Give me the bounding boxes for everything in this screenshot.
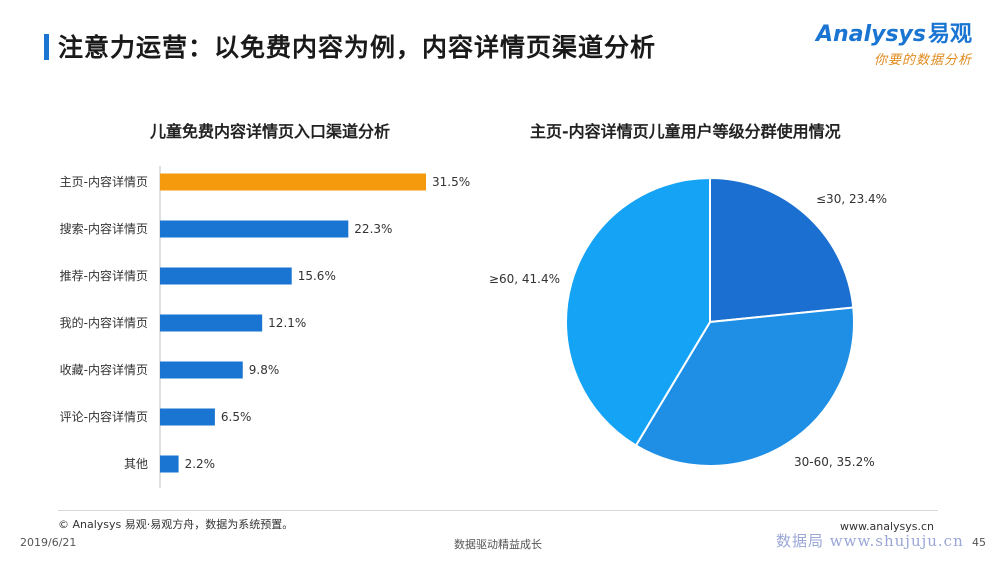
pie-slice-label: ≤30, 23.4% <box>816 192 887 206</box>
bar-chart-title: 儿童免费内容详情页入口渠道分析 <box>150 122 391 141</box>
bar <box>160 173 426 191</box>
pie-slice <box>565 176 711 447</box>
bar-value-label: 22.3% <box>354 222 392 236</box>
brand-logo: Analysys易观 你要的数据分析 <box>816 16 972 68</box>
bar-category-label: 其他 <box>124 457 148 471</box>
footer-divider <box>58 510 938 511</box>
watermark-stamp: 数据局 www.shujuju.cn <box>776 532 964 550</box>
bar <box>160 220 349 238</box>
footer-website: www.analysys.cn <box>840 520 934 533</box>
brand-slogan: 你要的数据分析 <box>873 53 972 68</box>
bar <box>160 455 179 473</box>
bar-value-label: 2.2% <box>185 457 216 471</box>
bar-category-label: 我的-内容详情页 <box>60 315 148 330</box>
bar-value-label: 15.6% <box>298 269 336 283</box>
bar <box>160 314 263 332</box>
brand-name-cn: 易观 <box>927 22 972 47</box>
bar-category-label: 推荐-内容详情页 <box>60 268 148 283</box>
footer-slogan: 数据驱动精益成长 <box>454 538 542 551</box>
pie-slice <box>709 176 855 324</box>
pie-slice-label: ≥60, 41.4% <box>489 272 560 286</box>
bar-category-label: 收藏-内容详情页 <box>60 362 148 377</box>
page-title: 注意力运营：以免费内容为例，内容详情页渠道分析 <box>58 33 657 62</box>
bar-category-label: 搜索-内容详情页 <box>60 221 148 236</box>
bar-value-label: 31.5% <box>432 175 470 189</box>
title-accent-bar <box>44 34 49 60</box>
pie-chart-title: 主页-内容详情页儿童用户等级分群使用情况 <box>530 122 841 141</box>
pie-slice-label: 30-60, 35.2% <box>794 455 875 469</box>
page-number: 45 <box>972 536 986 549</box>
bar-category-label: 主页-内容详情页 <box>60 174 148 189</box>
pie-slice <box>634 306 855 467</box>
bar <box>160 408 215 426</box>
bar-value-label: 12.1% <box>268 316 306 330</box>
brand-name-en: Analysys <box>816 22 926 47</box>
footer-date: 2019/6/21 <box>20 536 77 549</box>
bar <box>160 361 243 379</box>
source-note: © Analysys 易观·易观方舟，数据为系统预置。 <box>58 518 294 531</box>
bar-value-label: 9.8% <box>249 363 280 377</box>
bar-value-label: 6.5% <box>221 410 252 424</box>
bar <box>160 267 292 285</box>
bar-category-label: 评论-内容详情页 <box>60 409 148 424</box>
